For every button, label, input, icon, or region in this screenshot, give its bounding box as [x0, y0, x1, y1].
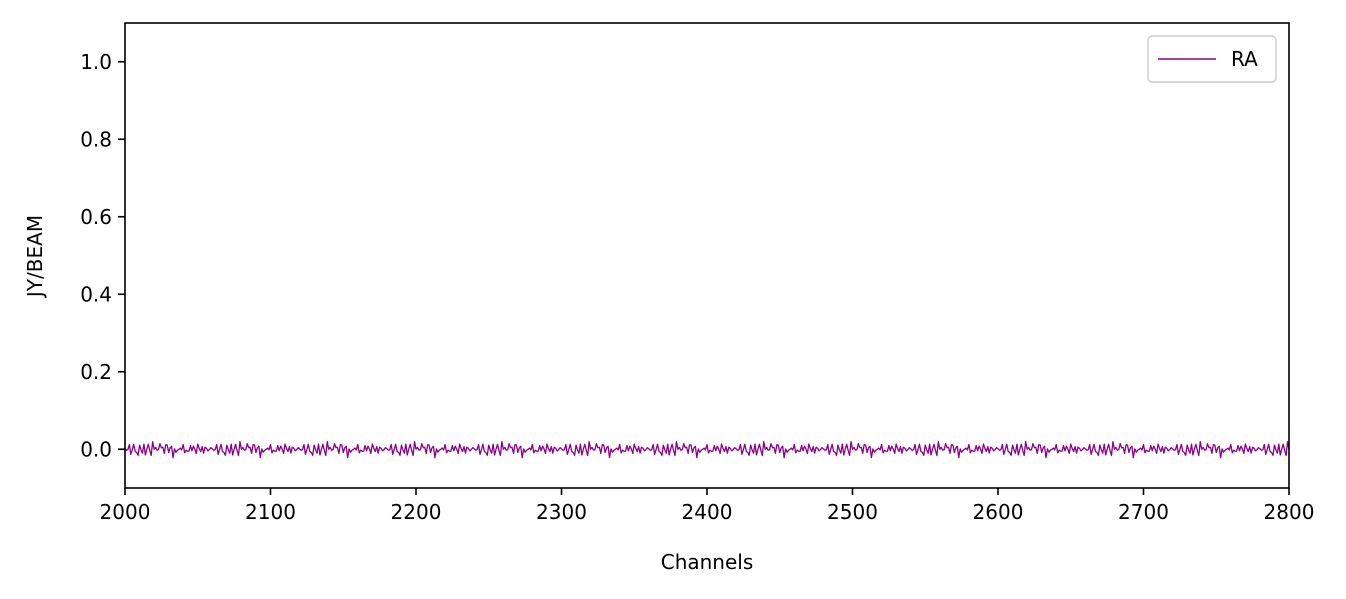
x-axis: 2000 2100 2200 2300 2400 2500 2600 2700 2800 [100, 488, 1315, 524]
x-tick-label: 2000 [100, 500, 151, 524]
legend-label: RA [1231, 47, 1258, 71]
x-axis-label: Channels [661, 550, 754, 574]
x-tick-label: 2500 [827, 500, 878, 524]
y-tick-label: 0.0 [80, 437, 112, 461]
series-layer [124, 440, 1290, 459]
x-tick-label: 2300 [536, 500, 587, 524]
y-axis: 0.0 0.2 0.4 0.6 0.8 1.0 [80, 50, 125, 461]
y-tick-label: 0.6 [80, 205, 112, 229]
y-tick-label: 0.8 [80, 127, 112, 151]
plot-background [125, 23, 1289, 488]
series-line-ra [124, 440, 1290, 459]
x-tick-label: 2800 [1264, 500, 1315, 524]
y-tick-label: 1.0 [80, 50, 112, 74]
x-tick-label: 2200 [391, 500, 442, 524]
x-tick-label: 2700 [1118, 500, 1169, 524]
x-tick-label: 2600 [973, 500, 1024, 524]
x-tick-label: 2100 [245, 500, 296, 524]
y-tick-label: 0.2 [80, 360, 112, 384]
legend: RA [1147, 35, 1277, 83]
y-axis-label: JY/BEAM [23, 215, 47, 299]
y-tick-label: 0.4 [80, 282, 112, 306]
x-tick-label: 2400 [682, 500, 733, 524]
